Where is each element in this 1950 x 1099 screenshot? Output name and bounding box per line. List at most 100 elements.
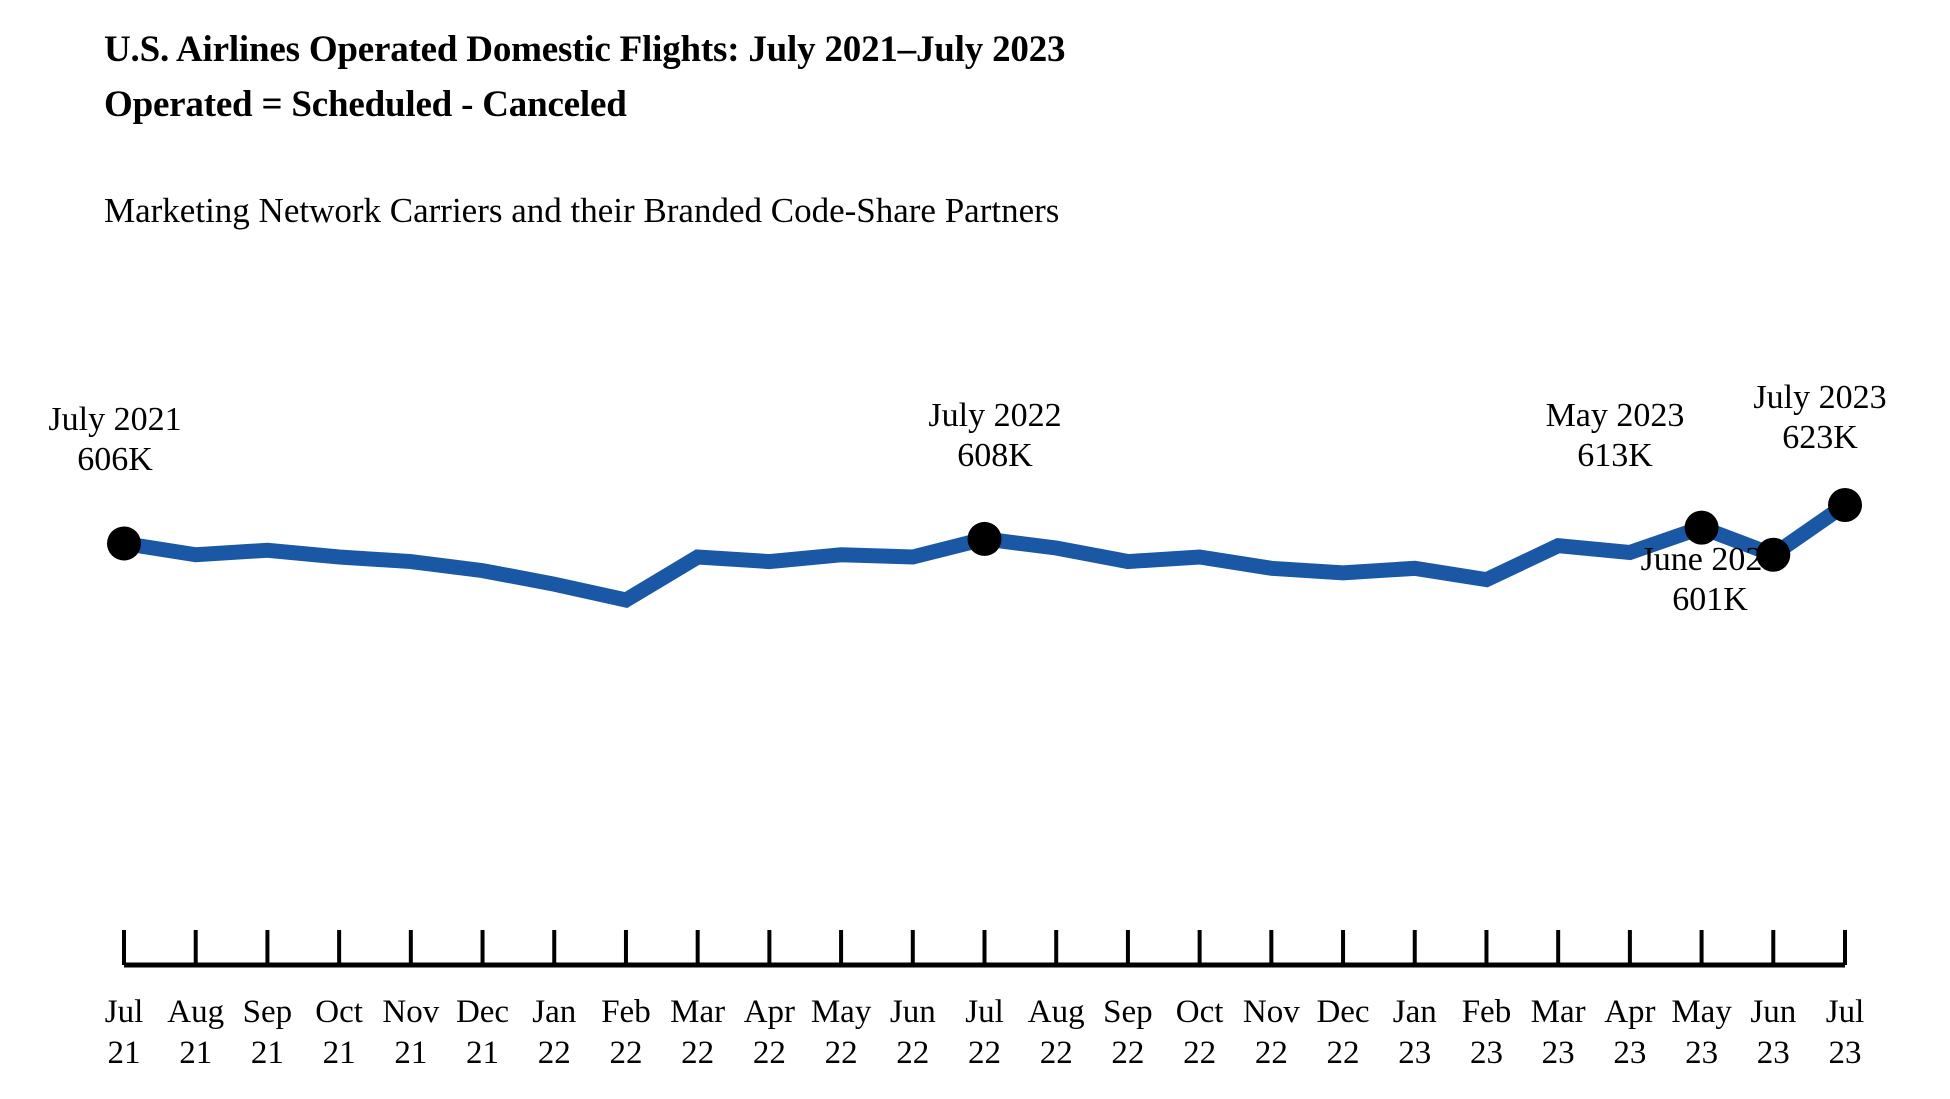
tick-label-month: Jun [1750, 994, 1797, 1030]
annotation-label: July 2021 [48, 401, 182, 438]
tick-label-year: 22 [537, 1035, 571, 1071]
x-axis-tick-label: Sep 22 [1083, 992, 1173, 1074]
x-axis [122, 930, 1847, 968]
x-axis-tick-label: Jan 22 [509, 992, 599, 1074]
x-axis-tick-label: Oct 22 [1155, 992, 1245, 1074]
annotation-may-2023: May 2023 613K [1500, 396, 1730, 476]
tick-label-year: 21 [179, 1035, 213, 1071]
x-axis-tick-label: Mar 23 [1513, 992, 1603, 1074]
tick-label-year: 21 [322, 1035, 356, 1071]
tick-label-month: May [810, 994, 872, 1030]
x-axis-tick-label: Dec 21 [438, 992, 528, 1074]
annotation-value: 601K [1672, 581, 1748, 618]
data-point-markers [107, 488, 1862, 572]
tick-label-month: Nov [1242, 994, 1300, 1030]
tick-label-month: Aug [1027, 994, 1085, 1030]
x-axis-tick-label: Jul 22 [940, 992, 1030, 1074]
x-axis-tick-label: Mar 22 [653, 992, 743, 1074]
tick-label-year: 22 [1111, 1035, 1145, 1071]
tick-label-month: Jul [1825, 994, 1865, 1030]
tick-label-year: 22 [681, 1035, 715, 1071]
x-axis-tick-label: Feb 22 [581, 992, 671, 1074]
tick-label-month: Oct [1175, 994, 1224, 1030]
tick-label-month: May [1671, 994, 1732, 1030]
x-axis-tick-label: Jul 23 [1800, 992, 1890, 1074]
x-axis-tick-label: Nov 21 [366, 992, 456, 1074]
tick-label-year: 22 [752, 1035, 786, 1071]
x-axis-tick-label: Dec 22 [1298, 992, 1388, 1074]
tick-label-year: 23 [1685, 1035, 1719, 1071]
tick-label-month: Jan [1392, 994, 1437, 1030]
tick-label-month: Dec [455, 994, 510, 1030]
x-axis-tick-label: Apr 22 [724, 992, 814, 1074]
tick-label-year: 22 [896, 1035, 930, 1071]
tick-label-year: 22 [1039, 1035, 1073, 1071]
x-axis-tick-label: Jul 21 [79, 992, 169, 1074]
tick-label-month: Sep [1103, 994, 1153, 1030]
x-axis-tick-label: Nov 22 [1226, 992, 1316, 1074]
tick-label-year: 21 [466, 1035, 500, 1071]
x-axis-tick-label: Feb 23 [1441, 992, 1531, 1074]
tick-label-year: 22 [1326, 1035, 1360, 1071]
x-axis-tick-label: Jun 22 [868, 992, 958, 1074]
tick-label-month: Mar [1530, 994, 1586, 1030]
chart-subtitle: Marketing Network Carriers and their Bra… [104, 191, 1060, 230]
annotation-label: June 2023 [1640, 541, 1780, 578]
x-axis-tick-label: Apr 23 [1585, 992, 1675, 1074]
annotation-value: 623K [1782, 419, 1858, 456]
tick-label-month: Apr [1604, 994, 1656, 1030]
data-point-marker [967, 521, 1002, 556]
tick-label-month: Jun [889, 994, 936, 1030]
page-title: U.S. Airlines Operated Domestic Flights:… [104, 22, 1604, 132]
annotation-value: 606K [77, 441, 153, 478]
tick-label-year: 21 [394, 1035, 428, 1071]
tick-label-year: 23 [1541, 1035, 1575, 1071]
tick-label-year: 21 [107, 1035, 141, 1071]
x-axis-tick-label: Aug 22 [1011, 992, 1101, 1074]
x-axis-tick-label: Aug 21 [151, 992, 241, 1074]
tick-label-year: 22 [824, 1035, 858, 1071]
data-point-marker [1684, 510, 1719, 545]
annotation-value: 608K [957, 437, 1033, 474]
x-axis-tick-labels: Jul 21 Aug 21 Sep 21 Oct 21 Nov 21 Dec 21 Jan 22 Feb 22… [0, 992, 1950, 1092]
data-point-marker [1756, 537, 1791, 572]
tick-label-year: 22 [609, 1035, 643, 1071]
tick-label-month: Sep [242, 994, 293, 1030]
annotation-july-2023: July 2023 623K [1700, 378, 1940, 458]
title-line-1: U.S. Airlines Operated Domestic Flights:… [104, 29, 1066, 70]
tick-label-month: Jul [965, 994, 1004, 1030]
tick-label-month: Jul [104, 994, 144, 1030]
tick-label-month: Aug [167, 994, 225, 1030]
title-line-2: Operated = Scheduled - Canceled [104, 84, 627, 125]
x-axis-tick-label: May 23 [1657, 992, 1747, 1074]
tick-label-month: Nov [382, 994, 440, 1030]
tick-label-month: Apr [743, 994, 796, 1030]
annotation-label: July 2023 [1753, 379, 1887, 416]
tick-label-year: 22 [1183, 1035, 1217, 1071]
annotation-value: 613K [1577, 437, 1653, 474]
annotation-june-2023: June 2023 601K [1580, 540, 1840, 620]
tick-label-year: 22 [1254, 1035, 1288, 1071]
data-point-marker [1828, 488, 1862, 522]
x-axis-tick-label: Oct 21 [294, 992, 384, 1074]
tick-label-month: Feb [601, 994, 651, 1030]
tick-label-month: Oct [315, 994, 363, 1030]
tick-label-month: Jan [532, 994, 577, 1030]
annotation-july-2021: July 2021 606K [0, 400, 230, 480]
tick-label-month: Mar [670, 994, 726, 1030]
annotation-label: July 2022 [928, 397, 1062, 434]
tick-label-year: 23 [1756, 1035, 1790, 1071]
x-axis-tick-label: Jun 23 [1728, 992, 1818, 1074]
tick-label-month: Feb [1461, 994, 1512, 1030]
annotation-label: May 2023 [1545, 397, 1685, 434]
tick-label-year: 23 [1398, 1035, 1432, 1071]
x-axis-tick-label: Jan 23 [1370, 992, 1460, 1074]
tick-label-year: 23 [1613, 1035, 1647, 1071]
tick-label-year: 23 [1828, 1035, 1862, 1071]
tick-label-year: 23 [1469, 1035, 1503, 1071]
x-axis-tick-label: Sep 21 [222, 992, 312, 1074]
tick-label-month: Dec [1316, 994, 1370, 1030]
